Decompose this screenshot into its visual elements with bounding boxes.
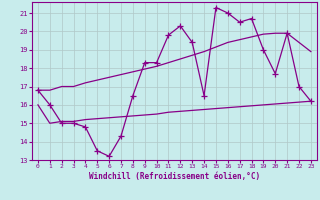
X-axis label: Windchill (Refroidissement éolien,°C): Windchill (Refroidissement éolien,°C) xyxy=(89,172,260,181)
